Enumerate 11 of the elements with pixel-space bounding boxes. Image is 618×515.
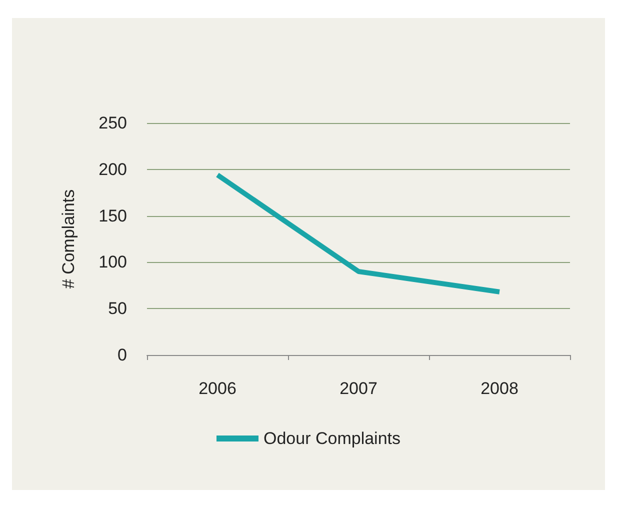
legend-label: Odour Complaints: [264, 429, 401, 448]
y-tick-label: 50: [108, 299, 127, 318]
x-tick-label: 2008: [480, 379, 518, 398]
y-tick-label: 200: [98, 160, 127, 179]
y-tick-label: 0: [118, 346, 127, 364]
x-tick-label: 2006: [198, 379, 236, 398]
y-tick-label: 250: [98, 114, 127, 132]
y-tick-label: 150: [98, 206, 127, 226]
y-tick-label: 100: [98, 252, 127, 272]
x-tick-label: 2007: [340, 379, 378, 398]
y-axis-title: # Complaints: [59, 189, 78, 289]
